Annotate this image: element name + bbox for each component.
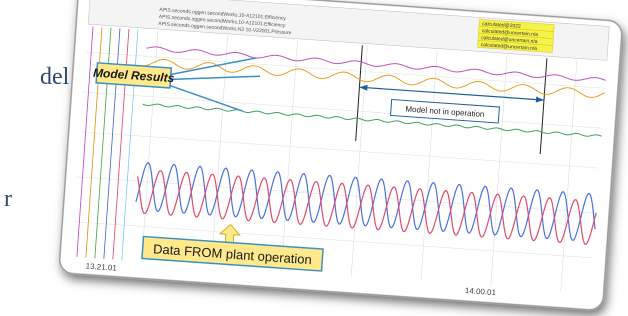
side-text: r [4, 186, 12, 212]
side-text: del [40, 64, 70, 90]
tilted-screenshot: APIS.seconds.oggen.secondWorks.10-A12101… [59, 0, 623, 311]
page: del r APIS.seconds.oggen.secondWorks.10-… [0, 0, 628, 316]
screenshot: del r APIS.seconds.oggen.secondWorks.10-… [0, 0, 628, 316]
